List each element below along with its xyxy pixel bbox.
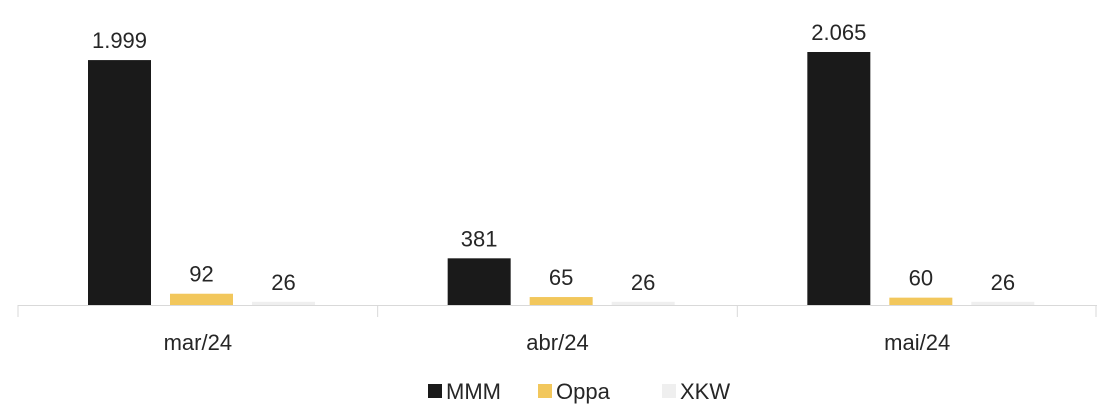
legend-swatch-oppa — [538, 384, 552, 398]
bar-oppa-1 — [529, 297, 593, 305]
bar-mmm-2 — [807, 52, 871, 305]
bar-xkw-2 — [971, 301, 1035, 305]
legend-swatch-xkw — [662, 384, 676, 398]
data-label-mmm-1: 381 — [461, 226, 498, 251]
legend: MMM Oppa XKW — [428, 379, 730, 404]
data-label-xkw-1: 26 — [631, 270, 655, 295]
legend-label-xkw: XKW — [680, 379, 730, 404]
legend-swatch-mmm — [428, 384, 442, 398]
legend-label-oppa: Oppa — [556, 379, 611, 404]
data-labels-layer: 1.999 92 26 381 65 26 2.065 60 26 — [92, 20, 1015, 295]
data-label-mmm-0: 1.999 — [92, 28, 147, 53]
x-tick-label-1: abr/24 — [526, 330, 588, 355]
data-label-xkw-0: 26 — [271, 270, 295, 295]
data-label-xkw-2: 26 — [991, 270, 1015, 295]
x-tick-label-0: mar/24 — [164, 330, 232, 355]
data-label-oppa-1: 65 — [549, 265, 573, 290]
x-tick-label-2: mai/24 — [884, 330, 950, 355]
bar-mmm-1 — [447, 258, 511, 305]
data-label-oppa-2: 60 — [909, 266, 933, 291]
data-label-mmm-2: 2.065 — [811, 20, 866, 45]
data-label-oppa-0: 92 — [189, 262, 213, 287]
bar-mmm-0 — [88, 60, 151, 305]
bar-xkw-1 — [611, 301, 675, 305]
x-axis: mar/24 abr/24 mai/24 — [17, 305, 1097, 355]
bar-oppa-0 — [170, 293, 233, 305]
bar-xkw-0 — [252, 301, 315, 305]
bars-layer — [88, 52, 1035, 305]
bar-oppa-2 — [889, 297, 953, 305]
legend-label-mmm: MMM — [446, 379, 501, 404]
